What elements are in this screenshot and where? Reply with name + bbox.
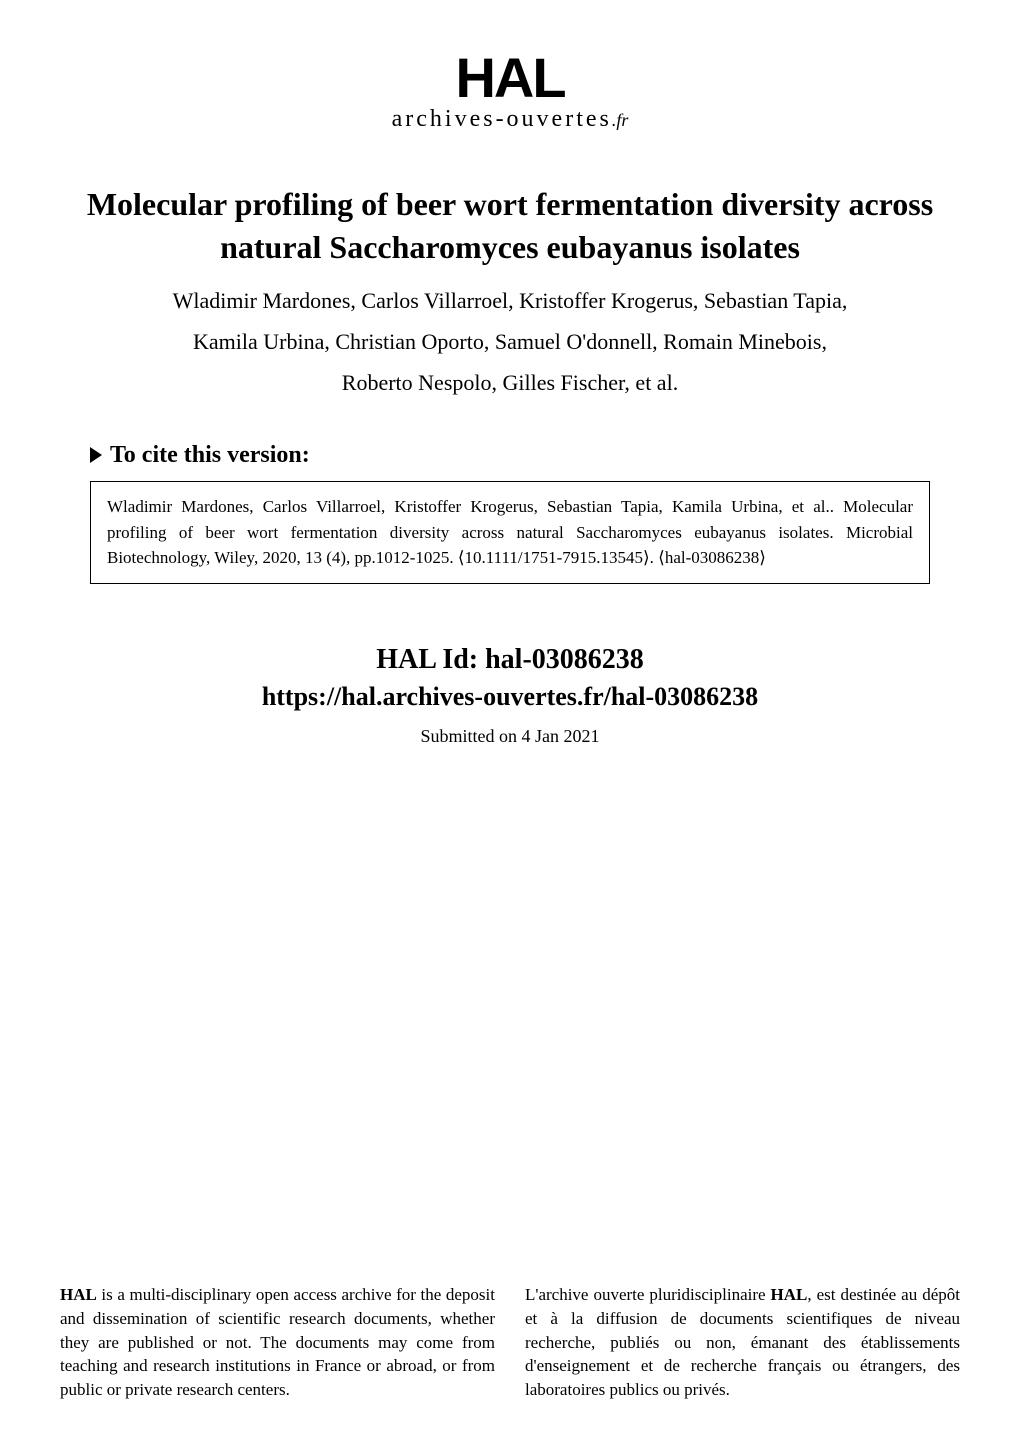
paper-authors-line1: Wladimir Mardones, Carlos Villarroel, Kr…	[80, 284, 940, 317]
logo-subtext: archives-ouvertes	[392, 106, 612, 132]
hal-url: https://hal.archives-ouvertes.fr/hal-030…	[80, 682, 940, 712]
citation-box: Wladimir Mardones, Carlos Villarroel, Kr…	[90, 481, 930, 584]
footer-right-text1: L'archive ouverte pluridisciplinaire	[525, 1285, 771, 1304]
hal-id-block: HAL Id: hal-03086238 https://hal.archive…	[0, 594, 1020, 757]
cite-heading-text: To cite this version:	[110, 442, 310, 468]
title-block: Molecular profiling of beer wort ferment…	[0, 163, 1020, 417]
footer-right-bold: HAL	[771, 1285, 808, 1304]
footer-left-bold: HAL	[60, 1285, 97, 1304]
triangle-right-icon	[90, 447, 102, 463]
hal-logo: HAL archives-ouvertes.fr	[392, 50, 629, 133]
footer-columns: HAL is a multi-disciplinary open access …	[60, 1283, 960, 1402]
logo-domain: .fr	[612, 110, 629, 130]
cite-heading: To cite this version:	[90, 442, 930, 469]
citation-text: Wladimir Mardones, Carlos Villarroel, Kr…	[107, 497, 913, 567]
cite-section: To cite this version: Wladimir Mardones,…	[0, 417, 1020, 594]
submitted-date: Submitted on 4 Jan 2021	[80, 726, 940, 747]
logo-subline: archives-ouvertes.fr	[392, 106, 629, 133]
footer-left-text: is a multi-disciplinary open access arch…	[60, 1285, 495, 1399]
paper-title: Molecular profiling of beer wort ferment…	[80, 183, 940, 269]
footer-right-column: L'archive ouverte pluridisciplinaire HAL…	[525, 1283, 960, 1402]
paper-authors-line3: Roberto Nespolo, Gilles Fischer, et al.	[80, 366, 940, 399]
hal-id-label: HAL Id: hal-03086238	[80, 644, 940, 676]
hal-logo-block: HAL archives-ouvertes.fr	[0, 0, 1020, 163]
paper-authors-line2: Kamila Urbina, Christian Oporto, Samuel …	[80, 325, 940, 358]
footer-left-column: HAL is a multi-disciplinary open access …	[60, 1283, 495, 1402]
logo-text: HAL	[392, 50, 629, 106]
